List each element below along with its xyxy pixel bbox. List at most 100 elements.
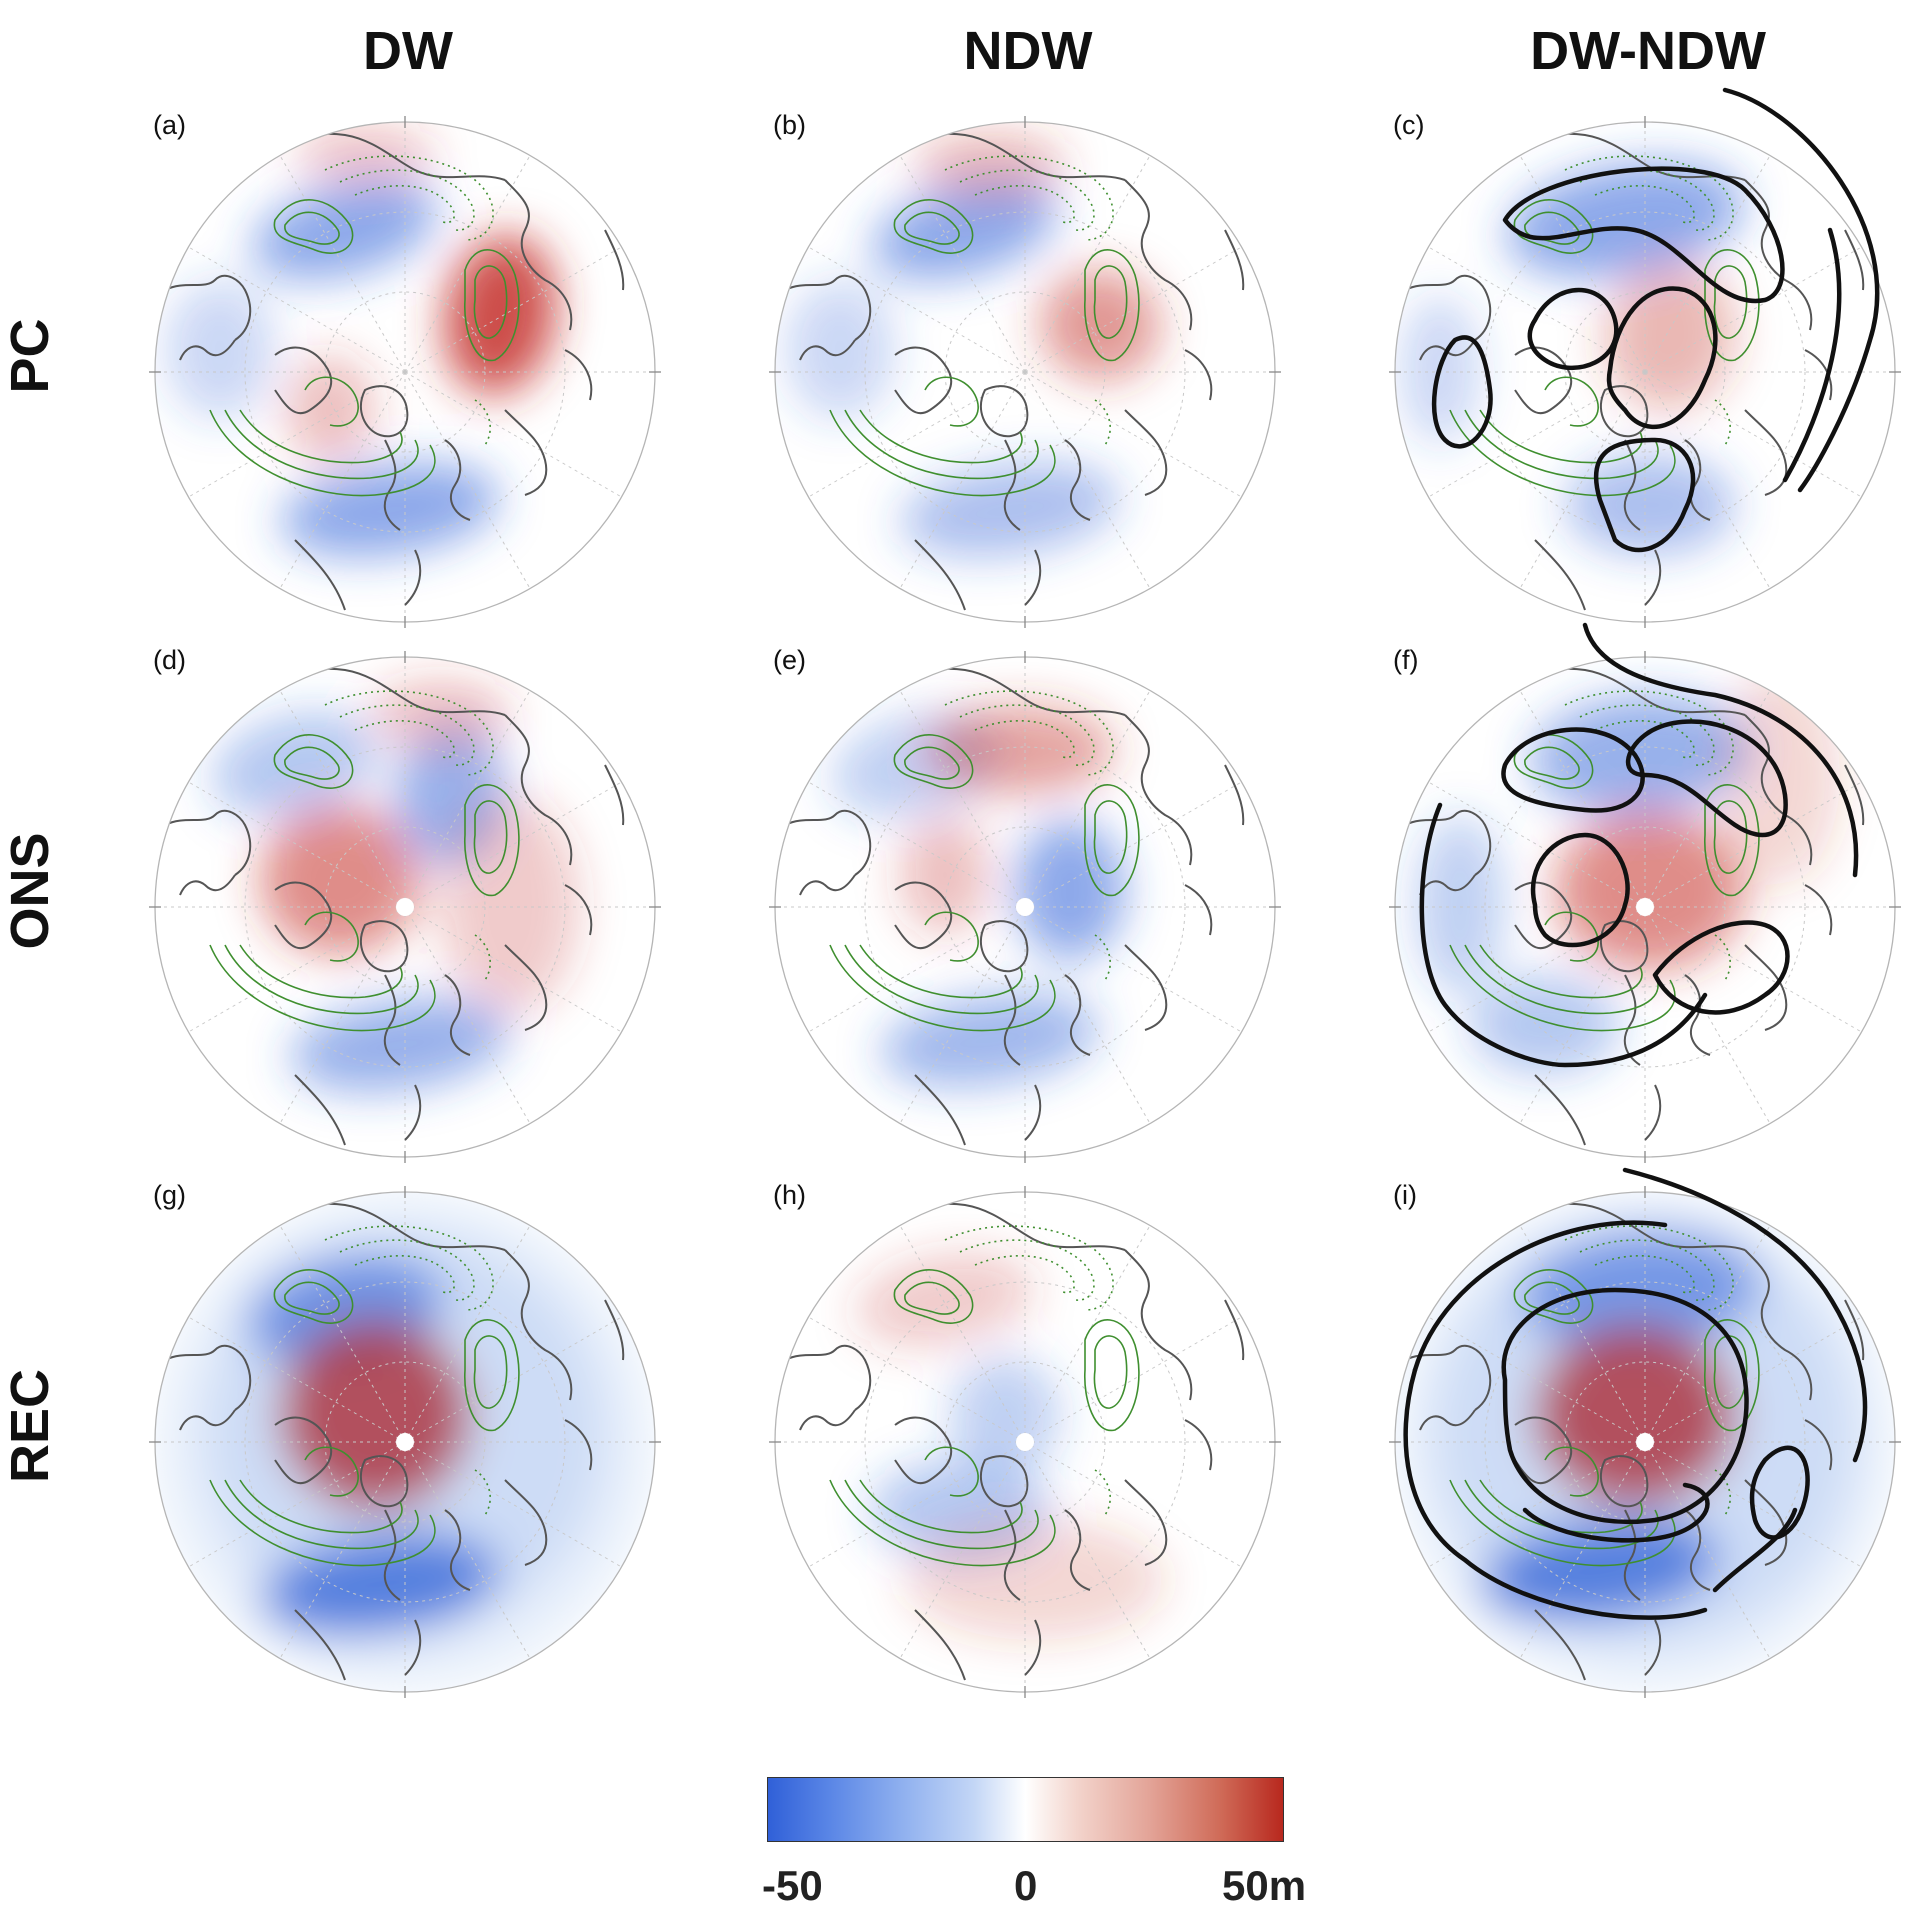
contour-line bbox=[1093, 800, 1128, 874]
contour-line bbox=[1479, 1479, 1643, 1534]
contour-line-negative bbox=[1564, 155, 1734, 241]
coastline bbox=[164, 274, 252, 341]
row-title-ons: ONS bbox=[0, 832, 60, 950]
coastline bbox=[444, 439, 471, 521]
climatology-contours bbox=[209, 690, 520, 1032]
contour-line bbox=[1449, 1479, 1676, 1567]
coastline bbox=[444, 974, 471, 1056]
negative-anomaly bbox=[211, 711, 379, 819]
contour-line bbox=[1464, 1479, 1659, 1550]
coastline bbox=[1124, 714, 1193, 866]
graticule bbox=[775, 122, 1275, 622]
significance-line bbox=[1582, 622, 1859, 878]
anomaly-shading bbox=[785, 133, 1160, 558]
contour-line bbox=[464, 249, 520, 362]
coastline bbox=[1124, 944, 1168, 1031]
coastline bbox=[894, 1416, 953, 1485]
contour-line-negative bbox=[1714, 1469, 1731, 1516]
contour-line bbox=[924, 911, 979, 962]
significance-line bbox=[1652, 920, 1790, 1015]
map-disk bbox=[1395, 657, 1895, 1157]
contour-line-negative bbox=[959, 1239, 1095, 1301]
graticule bbox=[155, 122, 655, 622]
coastlines bbox=[164, 1202, 625, 1681]
coastline bbox=[1744, 409, 1788, 496]
map-svg bbox=[769, 116, 1281, 628]
pole-marker bbox=[1636, 1433, 1654, 1451]
map-svg bbox=[149, 651, 661, 1163]
coastline bbox=[274, 1416, 333, 1485]
negative-anomaly bbox=[1506, 161, 1744, 279]
contour-line-negative bbox=[1094, 1469, 1111, 1516]
contour-line-negative bbox=[959, 704, 1095, 766]
negative-anomaly bbox=[1470, 975, 1620, 1075]
pole-marker bbox=[1636, 898, 1654, 916]
map-panel-h: (h) bbox=[765, 1180, 1285, 1700]
positive-anomaly bbox=[440, 795, 580, 1015]
contour-line bbox=[464, 1319, 520, 1432]
panel-label: (c) bbox=[1393, 110, 1425, 140]
contour-line bbox=[893, 734, 974, 789]
colorbar-tick-zero: 0 bbox=[1014, 1862, 1038, 1909]
positive-anomaly bbox=[915, 133, 1065, 197]
coastline bbox=[914, 1609, 1042, 1681]
contour-line bbox=[239, 1479, 403, 1534]
coastline bbox=[894, 346, 953, 415]
contour-line-negative bbox=[339, 1239, 475, 1301]
significance-line bbox=[1502, 166, 1785, 304]
coastline bbox=[1514, 1416, 1573, 1485]
anomaly-shading bbox=[165, 127, 556, 558]
map-panel-c: (c) bbox=[1385, 87, 1905, 630]
panel-label: (g) bbox=[153, 1180, 186, 1210]
coastline bbox=[1064, 439, 1091, 521]
map-panel-g: (g) bbox=[145, 1180, 665, 1700]
coastline bbox=[383, 974, 401, 1066]
coastline bbox=[504, 714, 573, 866]
map-panel-d: (d) bbox=[145, 645, 665, 1165]
contour-line bbox=[284, 211, 340, 245]
coastline bbox=[564, 1299, 625, 1471]
coastline bbox=[1744, 944, 1788, 1031]
significance-line bbox=[1722, 87, 1880, 493]
panel-label: (d) bbox=[153, 645, 186, 675]
coastline bbox=[360, 385, 409, 438]
row-title-pc: PC bbox=[0, 318, 60, 394]
contour-line-negative bbox=[324, 1225, 494, 1311]
contour-line bbox=[284, 746, 340, 780]
contour-line bbox=[844, 1479, 1039, 1550]
contour-line bbox=[1704, 1319, 1760, 1432]
latitude-circle bbox=[244, 1281, 566, 1603]
contour-line bbox=[464, 784, 520, 897]
coastline bbox=[1184, 764, 1245, 936]
coastline bbox=[1514, 346, 1573, 415]
coastline bbox=[1534, 1609, 1662, 1681]
contour-line bbox=[829, 944, 1056, 1032]
negative-anomaly bbox=[785, 280, 895, 420]
latitude-circle bbox=[1484, 1281, 1806, 1603]
contour-line bbox=[1524, 1281, 1580, 1315]
coastline bbox=[799, 1409, 856, 1431]
colorbar bbox=[767, 1777, 1284, 1842]
contour-line bbox=[209, 409, 436, 497]
contour-line bbox=[224, 1479, 419, 1550]
contour-line-negative bbox=[1579, 169, 1715, 231]
coastline bbox=[179, 1409, 236, 1431]
contour-line bbox=[273, 734, 354, 789]
contour-line-negative bbox=[1564, 1225, 1734, 1311]
contour-line-negative bbox=[944, 690, 1114, 776]
positive-anomaly bbox=[260, 805, 420, 955]
contour-line-negative bbox=[339, 169, 475, 231]
significance-line bbox=[1431, 335, 1493, 449]
latitude-circle bbox=[244, 746, 566, 1068]
pole-marker bbox=[396, 1433, 414, 1451]
coastline bbox=[1744, 1249, 1813, 1401]
contour-line-negative bbox=[1094, 934, 1111, 981]
coastline bbox=[1124, 1479, 1168, 1566]
contour-line bbox=[1713, 1335, 1748, 1409]
climatology-contours bbox=[829, 690, 1140, 1032]
contour-line bbox=[924, 1446, 979, 1497]
negative-anomaly bbox=[165, 280, 275, 420]
contour-line bbox=[924, 376, 979, 427]
contour-line-negative bbox=[474, 399, 491, 446]
map-panel-i: (i) bbox=[1385, 1167, 1905, 1700]
